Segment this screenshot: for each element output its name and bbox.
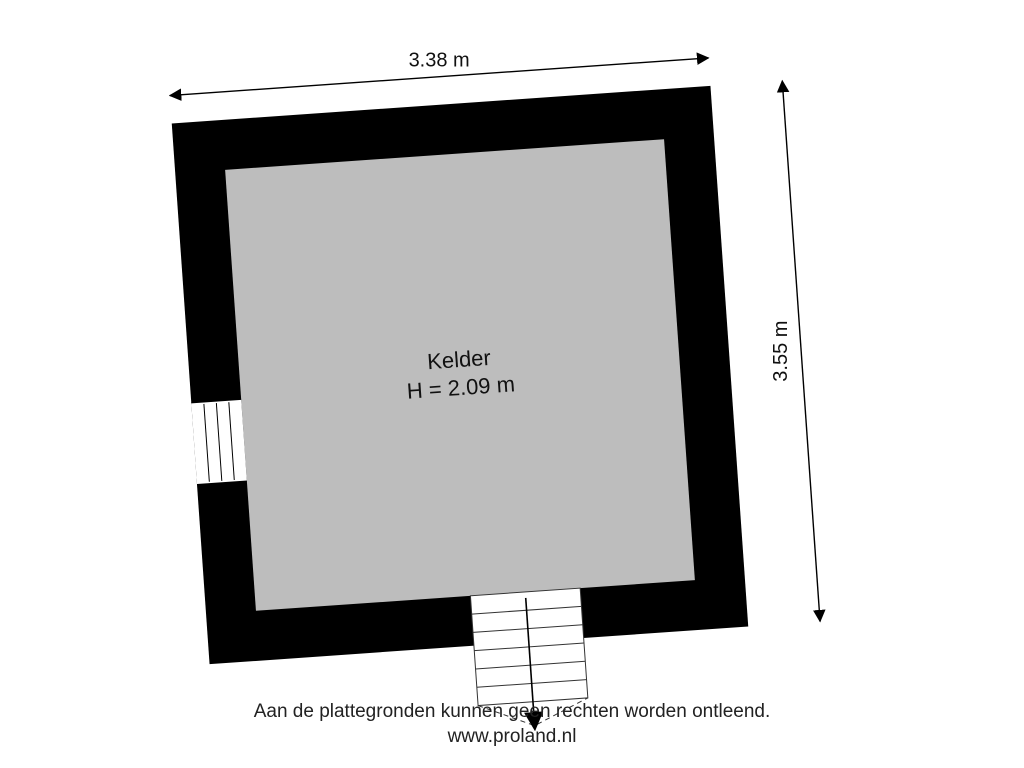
room-group: Kelder H = 2.09 m — [172, 86, 754, 748]
footer: Aan de plattegronden kunnen geen rechten… — [0, 699, 1024, 750]
footer-line2: www.proland.nl — [0, 724, 1024, 750]
floorplan-canvas: Kelder H = 2.09 m 3.38 m 3.55 m — [0, 0, 1024, 768]
footer-line1: Aan de plattegronden kunnen geen rechten… — [0, 699, 1024, 725]
window — [191, 399, 247, 484]
dimension-top: 3.38 m — [170, 50, 709, 96]
dimension-top-label: 3.38 m — [409, 50, 470, 72]
room-name: Kelder — [426, 345, 491, 374]
dimension-right: 3.55 m — [770, 81, 820, 622]
dimension-right-label: 3.55 m — [770, 321, 792, 382]
